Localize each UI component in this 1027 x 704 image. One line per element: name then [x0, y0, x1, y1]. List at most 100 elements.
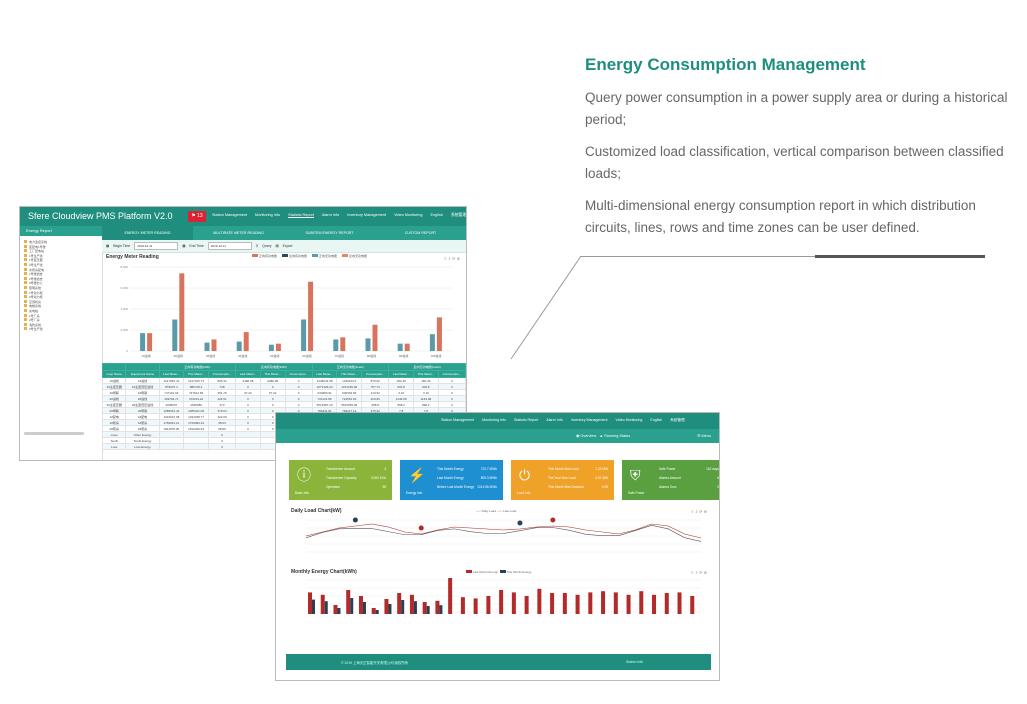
column-header[interactable]: This Meter...	[336, 370, 363, 378]
tree-item[interactable]: 变配电1号楼	[24, 245, 98, 250]
table-cell	[183, 443, 209, 450]
bar	[435, 600, 440, 614]
column-header[interactable]: Last Meter...	[235, 370, 261, 378]
card-metric-label: Before Last Month Energy	[437, 485, 475, 489]
x-tick-label: 8#进线	[367, 353, 376, 358]
group-header-cell: 反向无功电能(kvarh)	[388, 363, 466, 371]
menu-toggle[interactable]: ☰ Menu	[697, 433, 711, 438]
tree-item[interactable]: 工厂配电站	[24, 249, 98, 254]
legend-label: 反向无功电能	[349, 254, 368, 258]
tree-item[interactable]: 3号生产线	[24, 327, 98, 332]
menu-item[interactable]: Monitoring Info	[255, 213, 281, 217]
menu-item[interactable]: 系统管理	[670, 418, 685, 422]
tree-item[interactable]: 1号楼宿舍	[24, 272, 98, 277]
card-metric-label: Transformer Amount	[326, 467, 355, 471]
report-tab[interactable]: MULTIRATE METER READING	[213, 231, 264, 235]
marker-pin	[517, 520, 523, 526]
tree-item[interactable]: 1号动力柜	[24, 291, 98, 296]
legend-label: 正向有功电能	[259, 254, 278, 258]
menu-item[interactable]: Station Management	[212, 213, 248, 217]
table-cell: Loss	[101, 443, 127, 450]
tree-item[interactable]: 2号厂房	[24, 318, 98, 323]
top-menu: Station Management Monitoring Info Statist…	[212, 213, 466, 218]
menu-item[interactable]: Inventory Management	[570, 418, 608, 422]
bar	[690, 596, 695, 614]
table-cell: 0	[207, 443, 237, 450]
tree-item[interactable]: 空调机房	[24, 300, 98, 305]
menu-item[interactable]: Video Monitoring	[394, 213, 423, 217]
menu-item[interactable]: Inventory Management	[347, 213, 387, 217]
menu-item[interactable]: English	[430, 213, 443, 217]
column-header[interactable]: Consumptio...	[207, 370, 237, 378]
chart-toolbox-icon[interactable]: ≡ ⇩ ⟳ ⊕	[444, 256, 460, 261]
bar	[308, 592, 312, 614]
menu-item[interactable]: 系统管理	[450, 213, 467, 217]
menu-item[interactable]: Station Management	[441, 418, 475, 422]
report-tab[interactable]: CUSTOM REPORT	[404, 231, 437, 235]
card-metric-value: 3	[384, 467, 386, 471]
sidebar-scrollbar[interactable]	[24, 432, 84, 435]
tree-item[interactable]: 1号变压器	[24, 258, 98, 263]
daily-legend-last: Last Load	[503, 509, 517, 513]
app-title: Sfere Cloudview PMS Platform V2.0	[28, 211, 173, 221]
column-header[interactable]: This Meter...	[413, 370, 439, 378]
menu-item[interactable]: Alarm Info	[546, 418, 563, 422]
column-header[interactable]: Loop Name	[101, 370, 127, 378]
footer-station-info[interactable]: Station Info	[626, 660, 644, 664]
tree-item[interactable]: 消防系统	[24, 323, 98, 328]
report-tab[interactable]: SUBITEM ENERGY REPORT	[305, 231, 354, 235]
alarm-bell-icon[interactable]: ⚑ 13	[188, 211, 206, 222]
tree-item[interactable]: 2号动力柜	[24, 295, 98, 300]
menu-item[interactable]: Statistic Report	[513, 418, 539, 422]
bar	[147, 333, 153, 351]
column-header[interactable]: Consumptio...	[284, 370, 313, 378]
menu-item[interactable]: Alarm Info	[321, 213, 340, 217]
last-load-line	[305, 525, 702, 542]
calendar-icon: ▦	[106, 244, 110, 248]
column-header[interactable]: This Meter...	[183, 370, 209, 378]
bar	[371, 608, 376, 614]
end-time-input[interactable]: 2019-10-11	[207, 242, 252, 250]
menu-item[interactable]: English	[650, 418, 663, 422]
overview-tab[interactable]: Overview	[580, 434, 597, 438]
bar	[333, 605, 338, 614]
daily-toolbox-icon[interactable]: ≡ ⇩ ⟳ ⊕	[691, 509, 707, 514]
tree-item[interactable]: 水泵房配电	[24, 268, 98, 273]
legend-item: 正向有功电能	[252, 254, 277, 258]
column-header[interactable]: This Meter...	[259, 370, 286, 378]
menu-icon: ☰	[697, 434, 701, 438]
bar	[243, 332, 249, 351]
tree-item[interactable]: 1号生产线	[24, 254, 98, 259]
column-header[interactable]: Last Meter...	[158, 370, 185, 378]
monthly-toolbox-icon[interactable]: ≡ ⇩ ⟳ ⊕	[691, 570, 707, 575]
tree-item[interactable]: 2号楼宿舍	[24, 277, 98, 282]
menu-item[interactable]: Video Monitoring	[615, 418, 643, 422]
bar	[268, 344, 274, 351]
tree-item[interactable]: 电梯系统	[24, 304, 98, 309]
monthly-legend-this: This Month Energy	[506, 570, 532, 574]
menu-item[interactable]: Monitoring Info	[482, 418, 506, 422]
bar	[626, 594, 631, 614]
export-button[interactable]: Export	[282, 244, 293, 248]
tree-item[interactable]: 2号生产线	[24, 263, 98, 268]
column-header[interactable]: Consumptio...	[437, 370, 466, 378]
sidebar-title: Energy Report	[20, 226, 102, 236]
tree-item[interactable]: 充电桩	[24, 309, 98, 314]
marker-pin	[550, 517, 556, 523]
begin-time-input[interactable]: 2019-10-11	[134, 242, 179, 250]
column-header[interactable]: Consumptio...	[361, 370, 390, 378]
tree-item[interactable]: 照明系统	[24, 286, 98, 291]
column-header[interactable]: Last Meter...	[311, 370, 338, 378]
tree-item[interactable]: 1号厂房	[24, 314, 98, 319]
card-metric-value: 2.57 MW	[595, 476, 608, 480]
report-tab[interactable]: ENERGY METER READING	[102, 226, 193, 240]
column-header[interactable]: Equipment Name	[125, 370, 160, 378]
bar	[436, 317, 442, 351]
menu-item[interactable]: Statistic Report	[288, 213, 314, 218]
running-status-tab[interactable]: Running Status	[604, 434, 631, 438]
query-button[interactable]: Query	[262, 244, 272, 248]
bar	[562, 593, 567, 614]
tree-item[interactable]: 电力监控系统	[24, 240, 98, 245]
column-header[interactable]: Last Meter...	[388, 370, 415, 378]
tree-item[interactable]: 3号楼办公	[24, 281, 98, 286]
